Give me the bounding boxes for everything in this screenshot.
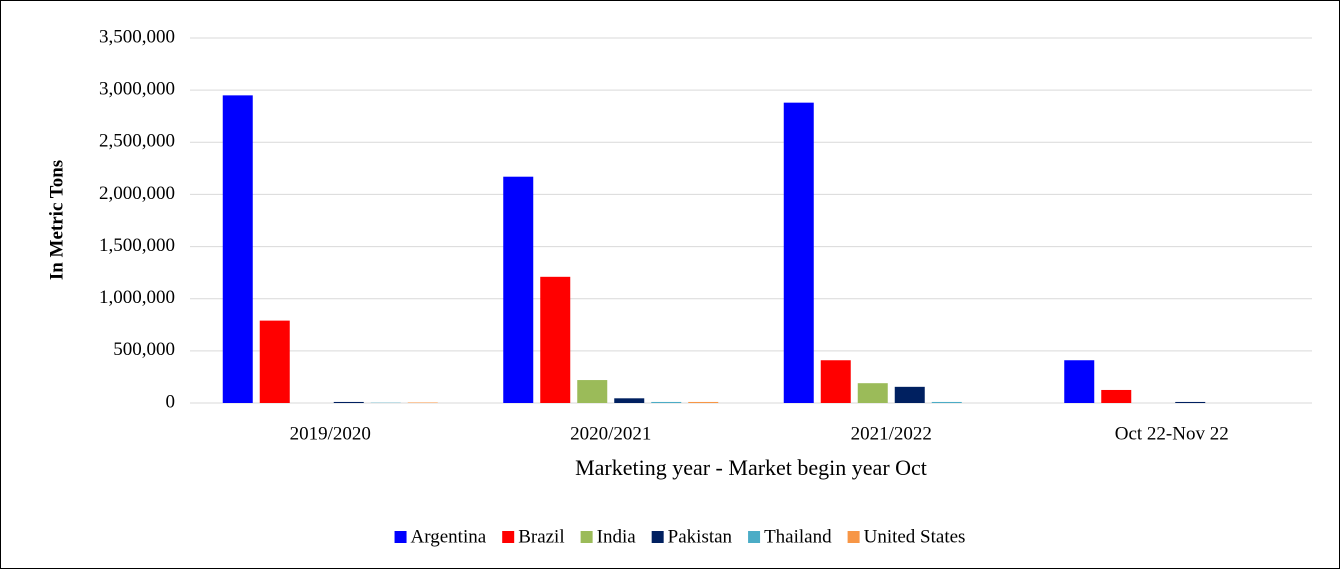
legend-label: Argentina (411, 526, 487, 547)
bar (333, 401, 364, 403)
y-tick-label: 500,000 (113, 339, 175, 360)
y-tick-label: 2,000,000 (99, 183, 175, 204)
bar (857, 383, 888, 403)
bar (820, 360, 851, 403)
legend-label: India (597, 526, 637, 547)
bar (894, 386, 925, 403)
bar (540, 276, 571, 403)
bar (259, 320, 290, 403)
bar (1175, 401, 1206, 403)
legend-label: Pakistan (668, 526, 733, 547)
legend-swatch (651, 531, 664, 543)
bar (222, 95, 253, 403)
bar (931, 401, 962, 403)
legend-swatch (748, 531, 761, 543)
bar (783, 102, 814, 404)
bar (688, 401, 719, 403)
legend-swatch (847, 531, 860, 543)
bar (407, 402, 438, 403)
x-tick-label: 2020/2021 (570, 423, 651, 444)
legend-label: Brazil (518, 526, 564, 547)
legend-swatch (580, 531, 593, 543)
y-tick-label: 0 (166, 391, 176, 412)
y-tick-label: 1,500,000 (99, 235, 175, 256)
bar (1101, 389, 1132, 403)
legend-label: United States (864, 526, 966, 547)
y-axis-title: In Metric Tons (46, 160, 67, 280)
y-tick-label: 3,000,000 (99, 79, 175, 100)
legend-swatch (394, 531, 407, 543)
bar (614, 398, 645, 403)
y-tick-label: 1,000,000 (99, 287, 175, 308)
x-axis-title: Marketing year - Market begin year Oct (575, 455, 927, 480)
bar (651, 401, 682, 403)
legend-swatch (502, 531, 515, 543)
y-tick-label: 2,500,000 (99, 131, 175, 152)
legend-label: Thailand (764, 526, 832, 547)
x-tick-label: Oct 22-Nov 22 (1115, 423, 1229, 444)
y-tick-label: 3,500,000 (99, 26, 175, 47)
bar (577, 380, 608, 403)
x-tick-label: 2021/2022 (851, 423, 932, 444)
x-tick-label: 2019/2020 (290, 423, 371, 444)
bar (1064, 360, 1095, 403)
bar (503, 176, 534, 403)
